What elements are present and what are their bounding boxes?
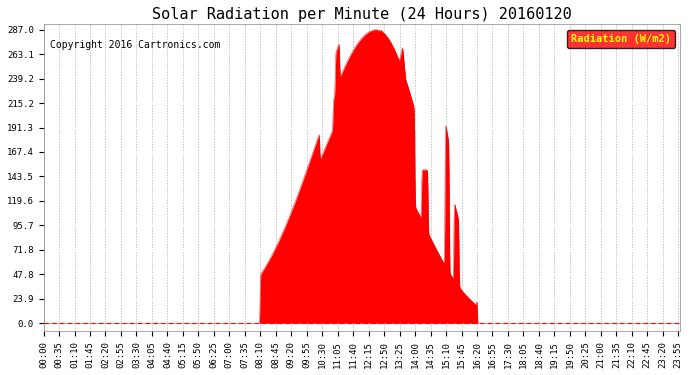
Text: Copyright 2016 Cartronics.com: Copyright 2016 Cartronics.com [50,40,220,50]
Legend: Radiation (W/m2): Radiation (W/m2) [566,30,675,48]
Title: Solar Radiation per Minute (24 Hours) 20160120: Solar Radiation per Minute (24 Hours) 20… [152,7,572,22]
